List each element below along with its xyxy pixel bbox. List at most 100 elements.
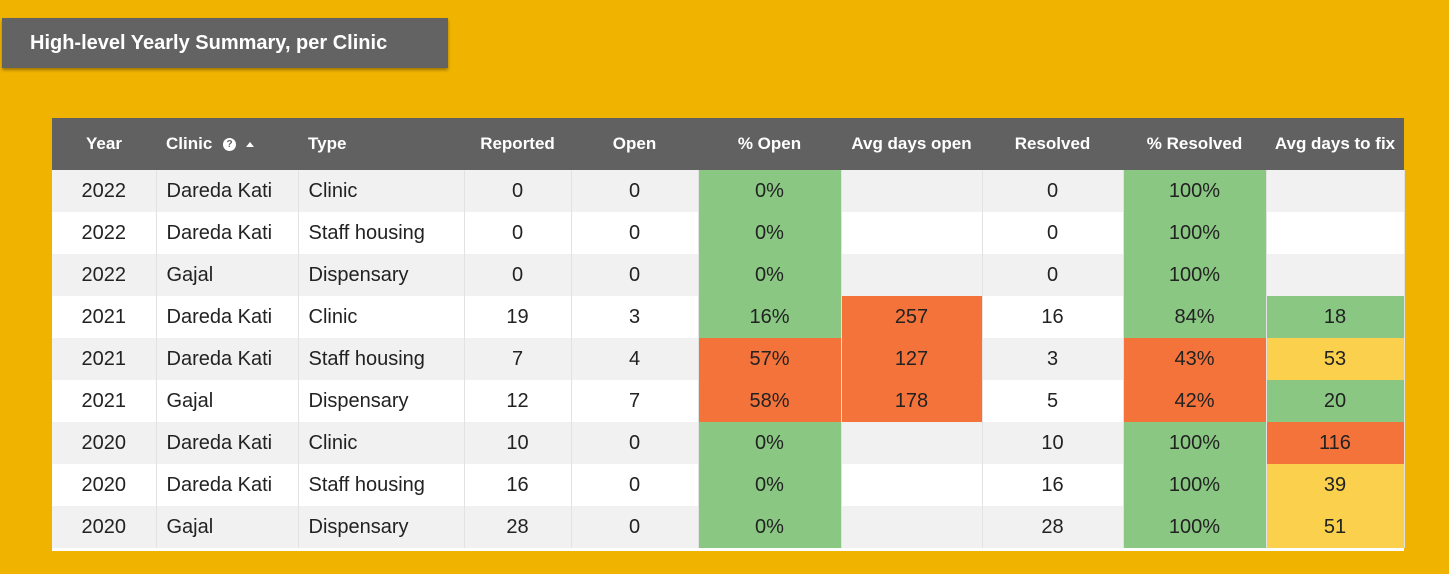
cell-pct-resolved: 100% [1123,212,1267,254]
cell-type: Clinic [298,170,465,212]
summary-table-container: Year Clinic ? Type Reported Open % Open … [52,118,1405,551]
cell-clinic: Dareda Kati [156,464,299,506]
help-icon[interactable]: ? [223,138,237,152]
table-row[interactable]: 2022 Dareda Kati Staff housing 0 0 0% 0 100% [52,212,1405,254]
cell-pct-resolved: 100% [1123,506,1267,548]
cell-clinic: Gajal [156,380,299,422]
table-row[interactable]: 2022 Dareda Kati Clinic 0 0 0% 0 100% [52,170,1405,212]
cell-avg-days-fix [1266,212,1405,254]
cell-avg-days-fix [1266,254,1405,296]
cell-pct-open: 16% [698,296,842,338]
cell-avg-days-open [841,170,983,212]
cell-avg-days-open [841,464,983,506]
cell-reported: 12 [464,380,572,422]
cell-clinic: Dareda Kati [156,212,299,254]
cell-pct-resolved: 84% [1123,296,1267,338]
cell-avg-days-fix: 51 [1266,506,1405,548]
cell-pct-open: 0% [698,212,842,254]
cell-resolved: 5 [982,380,1124,422]
cell-pct-resolved: 100% [1123,464,1267,506]
sort-ascending-icon[interactable] [246,142,255,148]
cell-year: 2020 [52,464,157,506]
cell-pct-open: 58% [698,380,842,422]
cell-year: 2021 [52,380,157,422]
report-title: High-level Yearly Summary, per Clinic [30,31,388,54]
column-header-reported[interactable]: Reported [464,118,571,170]
cell-clinic: Dareda Kati [156,170,299,212]
column-header-clinic[interactable]: Clinic ? [156,118,298,170]
cell-resolved: 16 [982,296,1124,338]
cell-reported: 16 [464,464,572,506]
cell-avg-days-fix: 53 [1266,338,1405,380]
cell-pct-open: 0% [698,464,842,506]
cell-reported: 0 [464,254,572,296]
cell-open: 0 [571,170,699,212]
cell-pct-resolved: 100% [1123,422,1267,464]
table-body: 2022 Dareda Kati Clinic 0 0 0% 0 100% 2022 Dareda… [52,170,1405,548]
column-header-pct-resolved[interactable]: % Resolved [1123,118,1266,170]
cell-avg-days-fix: 39 [1266,464,1405,506]
table-row[interactable]: 2020 Dareda Kati Staff housing 16 0 0% 16 100% 3… [52,464,1405,506]
cell-open: 0 [571,212,699,254]
column-header-year[interactable]: Year [52,118,156,170]
column-header-type[interactable]: Type [298,118,464,170]
cell-type: Staff housing [298,212,465,254]
table-row[interactable]: 2020 Dareda Kati Clinic 10 0 0% 10 100% 116 [52,422,1405,464]
cell-pct-open: 0% [698,506,842,548]
cell-type: Dispensary [298,254,465,296]
summary-table: Year Clinic ? Type Reported Open % Open … [52,118,1405,548]
cell-open: 0 [571,254,699,296]
cell-year: 2020 [52,422,157,464]
header-row: Year Clinic ? Type Reported Open % Open … [52,118,1404,170]
cell-pct-open: 57% [698,338,842,380]
cell-reported: 28 [464,506,572,548]
cell-pct-resolved: 42% [1123,380,1267,422]
cell-reported: 0 [464,170,572,212]
cell-open: 0 [571,506,699,548]
cell-avg-days-open: 127 [841,338,983,380]
report-title-banner: High-level Yearly Summary, per Clinic [2,18,448,68]
cell-resolved: 10 [982,422,1124,464]
cell-type: Staff housing [298,464,465,506]
column-header-avg-days-open[interactable]: Avg days open [841,118,982,170]
cell-pct-open: 0% [698,254,842,296]
cell-year: 2020 [52,506,157,548]
cell-clinic: Dareda Kati [156,422,299,464]
cell-open: 0 [571,422,699,464]
cell-avg-days-open [841,422,983,464]
cell-resolved: 28 [982,506,1124,548]
cell-pct-open: 0% [698,422,842,464]
cell-pct-resolved: 100% [1123,170,1267,212]
cell-pct-open: 0% [698,170,842,212]
cell-type: Clinic [298,422,465,464]
cell-open: 7 [571,380,699,422]
cell-open: 3 [571,296,699,338]
cell-avg-days-open: 257 [841,296,983,338]
table-row[interactable]: 2022 Gajal Dispensary 0 0 0% 0 100% [52,254,1405,296]
cell-resolved: 3 [982,338,1124,380]
table-row[interactable]: 2021 Dareda Kati Clinic 19 3 16% 257 16 84% 18 [52,296,1405,338]
column-header-pct-open[interactable]: % Open [698,118,841,170]
cell-clinic: Gajal [156,506,299,548]
column-header-open[interactable]: Open [571,118,698,170]
cell-reported: 10 [464,422,572,464]
column-header-avg-days-fix[interactable]: Avg days to fix [1266,118,1404,170]
cell-reported: 7 [464,338,572,380]
column-header-resolved[interactable]: Resolved [982,118,1123,170]
cell-type: Staff housing [298,338,465,380]
cell-open: 0 [571,464,699,506]
table-row[interactable]: 2021 Dareda Kati Staff housing 7 4 57% 127 3 43%… [52,338,1405,380]
cell-avg-days-open: 178 [841,380,983,422]
cell-year: 2022 [52,254,157,296]
cell-year: 2022 [52,170,157,212]
table-row[interactable]: 2021 Gajal Dispensary 12 7 58% 178 5 42% 20 [52,380,1405,422]
cell-type: Dispensary [298,506,465,548]
cell-type: Clinic [298,296,465,338]
cell-year: 2021 [52,338,157,380]
cell-year: 2022 [52,212,157,254]
cell-avg-days-open [841,212,983,254]
cell-year: 2021 [52,296,157,338]
cell-pct-resolved: 100% [1123,254,1267,296]
cell-reported: 0 [464,212,572,254]
table-row[interactable]: 2020 Gajal Dispensary 28 0 0% 28 100% 51 [52,506,1405,548]
